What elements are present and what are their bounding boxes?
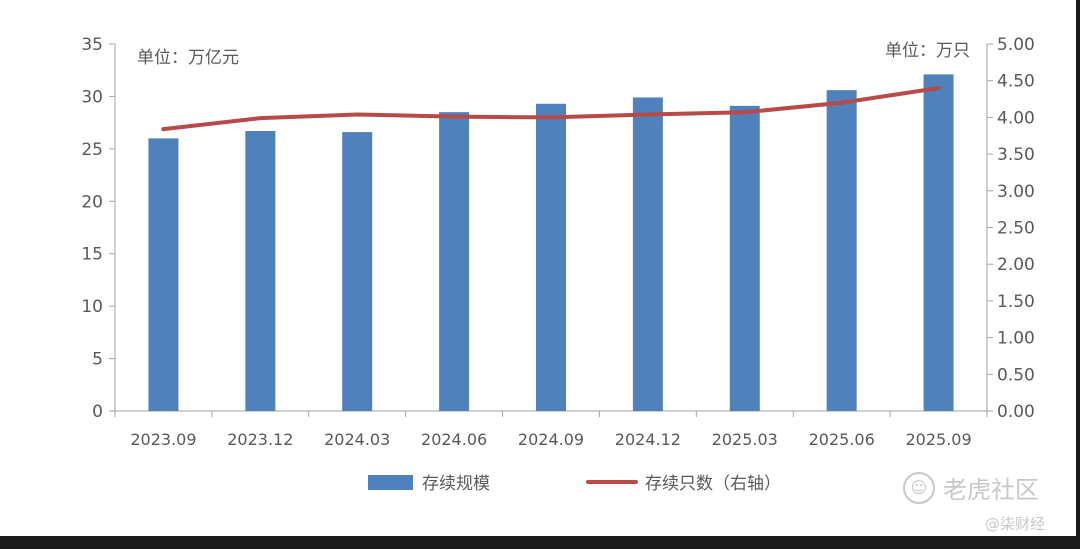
left-axis-tick-label: 5: [92, 350, 103, 370]
line-point-存续只数: [936, 86, 941, 91]
left-axis-tick-label: 25: [81, 140, 103, 160]
right-axis-tick-label: 1.50: [997, 292, 1035, 312]
line-point-存续只数: [161, 127, 166, 132]
x-axis-tick-label: 2025.03: [712, 430, 778, 449]
right-axis-tick-label: 2.00: [997, 255, 1035, 275]
right-axis-tick-label: 4.00: [997, 108, 1035, 128]
line-point-存续只数: [549, 115, 553, 120]
watermark-logo: ☺ 老虎社区: [903, 470, 1039, 505]
left-axis-tick-label: 15: [81, 245, 103, 265]
x-axis-tick-label: 2024.12: [615, 430, 681, 449]
right-axis-tick-label: 0.50: [997, 365, 1035, 385]
frame-bottom-edge: [0, 536, 1080, 549]
line-point-存续只数: [839, 100, 844, 105]
right-axis-tick-label: 3.00: [997, 182, 1035, 202]
frame-right-edge: [1076, 0, 1080, 549]
right-axis-tick-label: 0.00: [997, 402, 1035, 422]
legend: 存续规模 存续只数（右轴）: [368, 474, 781, 494]
bar-存续规模: [729, 105, 760, 411]
line-point-存续只数: [645, 112, 650, 117]
line-point-存续只数: [742, 110, 747, 115]
legend-label-line: 存续只数（右轴）: [645, 474, 781, 494]
legend-label-bar: 存续规模: [422, 474, 490, 494]
bar-存续规模: [826, 90, 857, 411]
x-axis-tick-label: 2025.06: [809, 430, 875, 449]
bar-存续规模: [632, 97, 663, 411]
watermark-author: @柒财经: [985, 515, 1046, 533]
left-axis-tick-label: 20: [81, 192, 103, 212]
tiger-community-icon: ☺: [903, 471, 935, 504]
bar-存续规模: [342, 132, 373, 411]
line-point-存续只数: [452, 114, 457, 119]
line-group: [161, 86, 941, 132]
right-axis-tick-label: 2.50: [997, 219, 1035, 239]
left-axis-tick-label: 30: [81, 87, 103, 107]
line-point-存续只数: [258, 116, 263, 121]
left-axis-tick-label: 10: [81, 297, 103, 317]
x-axis-tick-label: 2023.09: [130, 430, 196, 449]
bar-存续规模: [923, 74, 954, 411]
bar-存续规模: [536, 103, 566, 412]
right-axis-tick-label: 1.00: [997, 329, 1035, 349]
x-axis-tick-label: 2025.09: [905, 430, 971, 449]
x-axis-tick-label: 2024.09: [518, 430, 584, 449]
right-unit-label: 单位：万只: [885, 41, 970, 61]
legend-swatch-bar: [368, 475, 413, 490]
left-axis-tick-label: 35: [81, 35, 103, 55]
bar-存续规模: [148, 138, 179, 411]
left-axis-tick-label: 0: [92, 402, 103, 422]
right-axis-tick-label: 3.50: [997, 145, 1035, 165]
right-axis-tick-label: 4.50: [997, 72, 1035, 92]
left-unit-label: 单位：万亿元: [137, 48, 239, 68]
x-axis-tick-label: 2024.03: [324, 430, 390, 449]
bars-group: [148, 74, 954, 412]
labels-group: 0 5 10 15 20 25 30 35 0.00 0.50 1.00 1.50 2.00 2.50 3.…: [81, 35, 1035, 449]
watermark-logo-text: 老虎社区: [943, 476, 1039, 504]
bar-存续规模: [439, 112, 470, 412]
x-axis-tick-label: 2023.12: [227, 430, 293, 449]
right-axis-tick-label: 5.00: [997, 35, 1035, 55]
x-axis-tick-label: 2024.06: [421, 430, 487, 449]
bar-存续规模: [245, 131, 276, 411]
line-point-存续只数: [355, 112, 360, 117]
